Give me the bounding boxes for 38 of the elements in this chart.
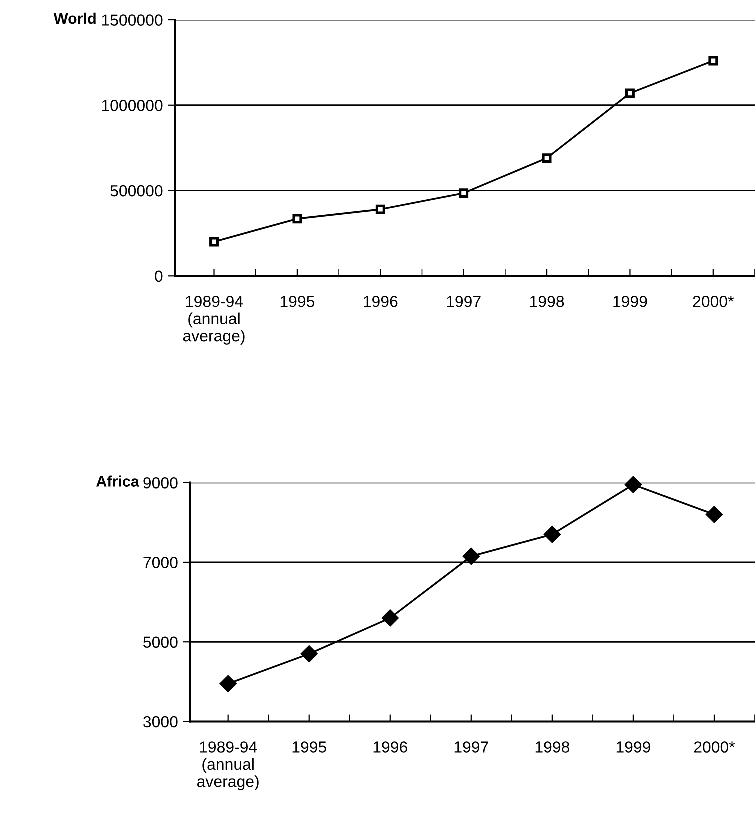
x-tick-label: 1996 (374, 742, 408, 753)
x-tick-label: 1998 (536, 742, 570, 753)
y-tick-label: 7000 (144, 557, 178, 568)
x-tick-label: 1998 (530, 296, 564, 308)
x-tick-label: 1996 (364, 296, 398, 308)
y-tick-label: 500000 (110, 185, 163, 197)
y-tick-label: 9000 (144, 477, 178, 489)
point (544, 526, 561, 544)
point (376, 204, 386, 214)
y-tick-label: 1000000 (102, 100, 163, 112)
x-tick-label: 1997 (447, 296, 481, 308)
point (462, 548, 480, 566)
x-tick-label: 1995 (280, 296, 315, 308)
x-tick-label: 1989-94 (annual average) (183, 296, 245, 345)
point (459, 188, 469, 198)
point (220, 675, 237, 692)
point (708, 56, 718, 66)
y-tick-label: 1500000 (102, 14, 163, 26)
point (300, 646, 318, 663)
point (625, 88, 635, 98)
x-tick-label: 1997 (454, 742, 488, 753)
y-axis-title: Africa (96, 476, 140, 487)
point (624, 476, 642, 494)
point (542, 154, 552, 164)
x-tick-label: 2000* (693, 296, 734, 308)
point (382, 610, 399, 627)
point (706, 506, 724, 524)
x-tick-label: 1989-94 (annual average) (198, 742, 259, 790)
x-tick-label: 1995 (292, 742, 326, 753)
point (210, 237, 219, 247)
x-tick-label: 1999 (614, 296, 648, 308)
y-tick-label: 5000 (144, 636, 178, 648)
y-tick-label: 0 (155, 270, 163, 282)
x-tick-label: 2000* (694, 742, 736, 753)
y-tick-label: 3000 (144, 716, 178, 728)
x-tick-label: 1999 (616, 742, 650, 753)
y-axis-title: World (54, 12, 96, 24)
point (292, 214, 302, 224)
